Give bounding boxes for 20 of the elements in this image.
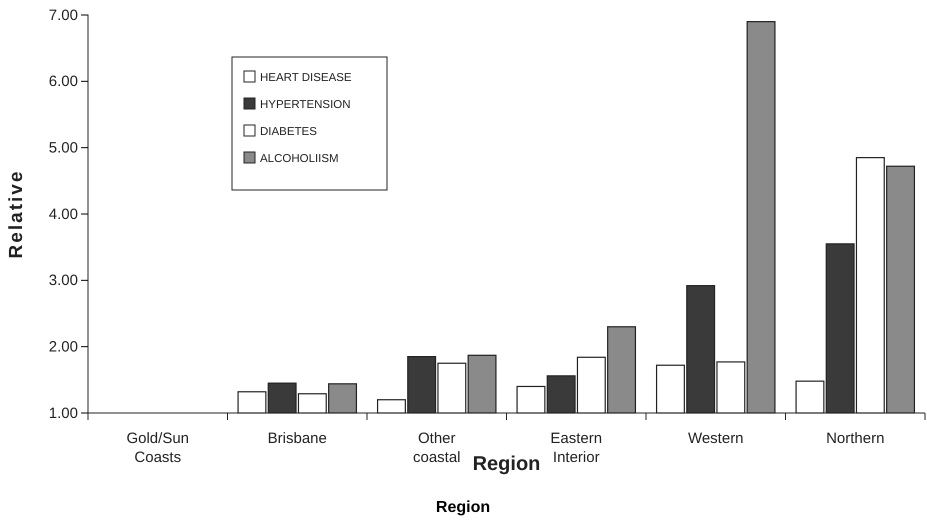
x-tick-label: Eastern Interior [550, 430, 602, 466]
x-tick-label: Brisbane [268, 430, 327, 447]
legend-label: HYPERTENSION [260, 99, 351, 111]
y-tick-label: 3.00 [48, 272, 78, 290]
y-tick-label: 7.00 [48, 6, 78, 24]
x-axis-title: Region [472, 453, 540, 475]
x-tick-label: Other coastal [412, 430, 461, 466]
y-tick-label: 5.00 [48, 139, 78, 156]
y-tick-label: 2.00 [48, 338, 78, 356]
x-tick-label: Northern [826, 430, 884, 447]
text: Region [436, 499, 490, 516]
x-tick-label: Western [688, 430, 744, 447]
y-tick-label: 1.00 [48, 404, 78, 422]
x-tick-label: Gold/Sun Coasts [126, 430, 190, 466]
legend-label: ALCOHOLIISM [260, 153, 339, 165]
y-tick-label: 4.00 [48, 206, 78, 223]
y-tick-label: 6.00 [48, 73, 78, 90]
y-axis-title: Relative [6, 170, 27, 258]
legend-label: HEART DISEASE [260, 72, 352, 84]
legend-label: DIABETES [260, 126, 318, 138]
